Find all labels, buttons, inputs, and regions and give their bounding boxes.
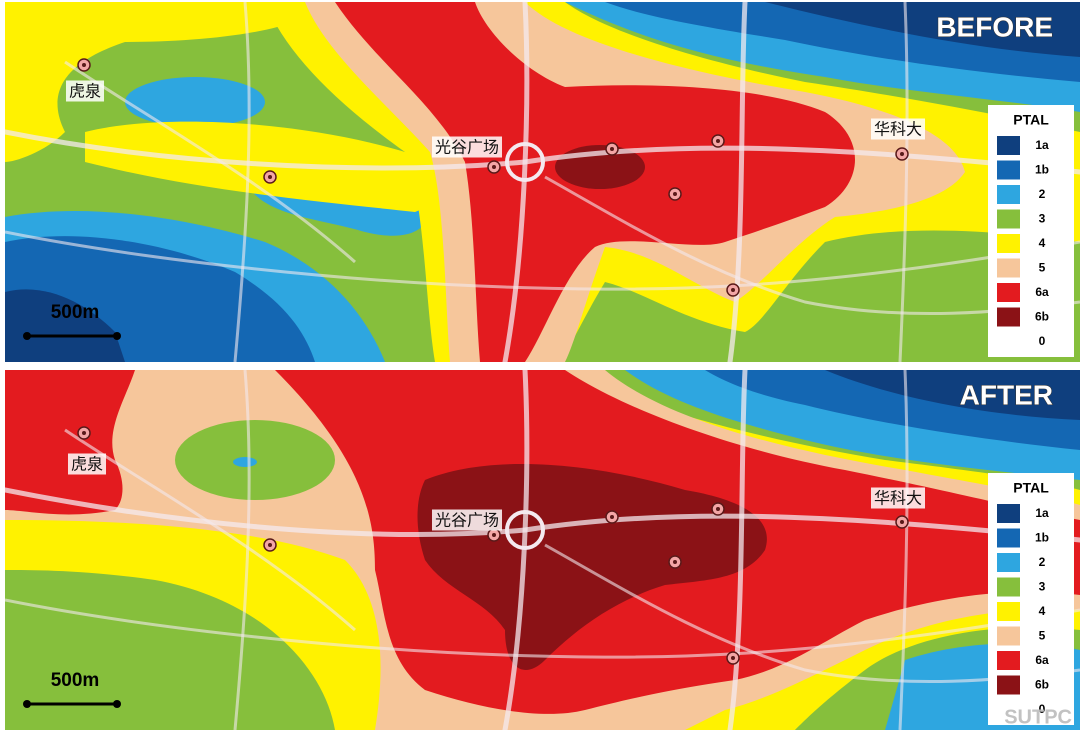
place-label: 光谷广场 [435, 511, 499, 530]
legend-label: 4 [1039, 604, 1046, 618]
place-label-bg [431, 509, 503, 531]
station-dot [610, 515, 614, 519]
legend: PTAL 1a 1b 2 3 4 5 6a 6b 0 [988, 105, 1074, 357]
legend-swatch [997, 626, 1020, 646]
station-dot [900, 152, 904, 156]
station-dot [900, 520, 904, 524]
place-label-bg [870, 487, 926, 509]
legend-swatch [997, 185, 1020, 204]
place-label: 华科大 [874, 120, 922, 139]
legend-label: 2 [1039, 187, 1046, 201]
scale-end [113, 332, 121, 340]
scale-end [113, 700, 121, 708]
station-dot [731, 656, 735, 660]
legend-label: 4 [1039, 236, 1046, 250]
panel-title: AFTER [960, 379, 1053, 410]
place-label-bg [67, 453, 107, 475]
station-dot [268, 543, 272, 547]
legend-label: 2 [1039, 555, 1046, 569]
legend-label: 1a [1035, 138, 1049, 152]
legend-swatch [997, 577, 1020, 597]
place-label: 虎泉 [69, 82, 101, 101]
legend-swatch [997, 528, 1020, 548]
legend-swatch [997, 700, 1020, 719]
legend-swatch [997, 160, 1020, 180]
legend-swatch [997, 553, 1020, 572]
legend-label: 0 [1039, 334, 1046, 348]
panel-title: BEFORE [936, 11, 1053, 42]
place-label-bg [65, 80, 105, 102]
legend-label: 6a [1035, 285, 1049, 299]
legend: PTAL 1a 1b 2 3 4 5 6a 6b 0 [988, 473, 1074, 725]
station-dot [731, 288, 735, 292]
legend-label: 1a [1035, 506, 1049, 520]
scale-label: 500m [51, 302, 100, 323]
place-label-bg [870, 118, 926, 140]
legend-label: 3 [1039, 580, 1046, 594]
legend-swatch [997, 504, 1020, 523]
legend-swatch [997, 283, 1020, 302]
scale-end [23, 332, 31, 340]
legend-swatch [997, 136, 1020, 155]
legend-title: PTAL [1013, 112, 1049, 128]
legend-label: 6b [1035, 310, 1049, 324]
station-dot [492, 533, 496, 537]
legend-swatch [997, 209, 1020, 229]
legend-swatch [997, 307, 1020, 327]
legend-title: PTAL [1013, 480, 1049, 496]
legend-swatch [997, 651, 1020, 670]
scale-label: 500m [51, 670, 100, 691]
station-dot [716, 139, 720, 143]
scale-end [23, 700, 31, 708]
legend-label: 1b [1035, 531, 1049, 545]
station-dot [268, 175, 272, 179]
place-label: 华科大 [874, 489, 922, 508]
legend-swatch [997, 602, 1020, 621]
station-dot [673, 192, 677, 196]
place-label: 虎泉 [71, 455, 103, 474]
map-surface [5, 370, 1080, 730]
legend-swatch [997, 258, 1020, 278]
legend-swatch [997, 332, 1020, 351]
legend-label: 0 [1039, 702, 1046, 716]
place-label: 光谷广场 [435, 138, 499, 157]
station-dot [492, 165, 496, 169]
legend-label: 1b [1035, 163, 1049, 177]
legend-label: 6b [1035, 678, 1049, 692]
station-dot [82, 431, 86, 435]
legend-label: 5 [1039, 629, 1046, 643]
legend-label: 3 [1039, 212, 1046, 226]
legend-swatch [997, 675, 1020, 695]
station-dot [82, 63, 86, 67]
station-dot [716, 507, 720, 511]
station-dot [610, 147, 614, 151]
legend-label: 5 [1039, 261, 1046, 275]
station-dot [673, 560, 677, 564]
legend-label: 6a [1035, 653, 1049, 667]
place-label-bg [431, 136, 503, 158]
legend-swatch [997, 234, 1020, 253]
watermark: SUTPC [1004, 706, 1072, 728]
map-surface [5, 2, 1080, 362]
